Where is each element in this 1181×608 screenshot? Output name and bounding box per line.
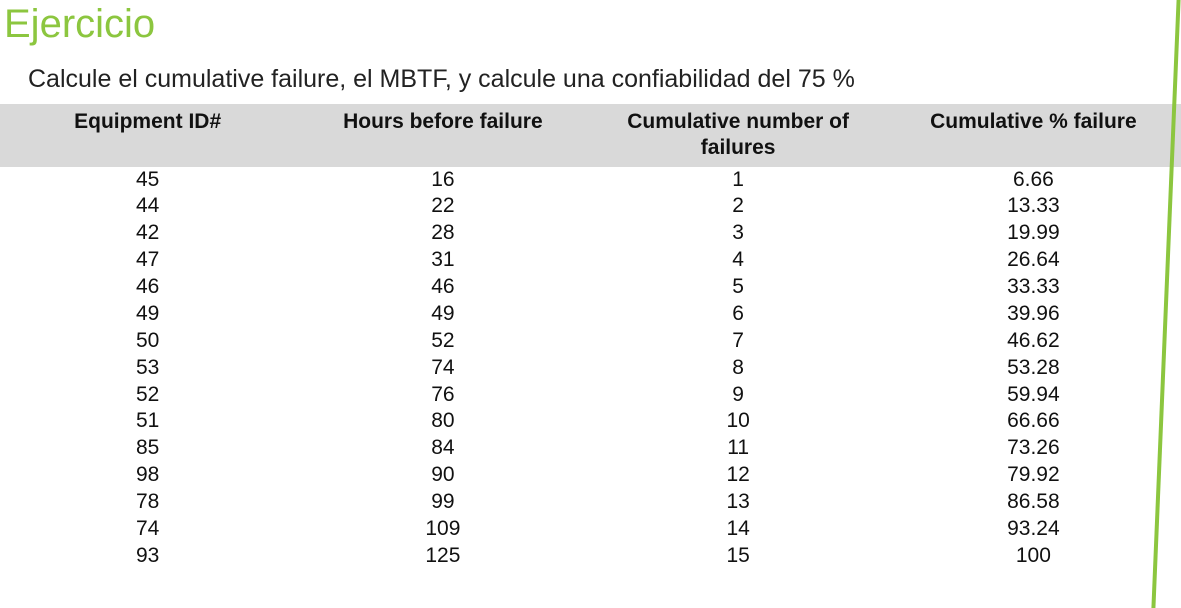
cell-cumulative-number: 10 <box>591 408 886 435</box>
cell-hours-before-failure: 125 <box>295 543 590 570</box>
cell-cumulative-number: 2 <box>591 193 886 220</box>
cell-equipment-id: 98 <box>0 462 295 489</box>
cell-hours-before-failure: 52 <box>295 328 590 355</box>
cell-equipment-id: 44 <box>0 193 295 220</box>
cell-hours-before-failure: 16 <box>295 167 590 194</box>
cell-hours-before-failure: 46 <box>295 274 590 301</box>
table-row: 78991386.58 <box>0 489 1181 516</box>
cell-cumulative-percent: 46.62 <box>886 328 1181 355</box>
cell-hours-before-failure: 109 <box>295 516 590 543</box>
cell-equipment-id: 45 <box>0 167 295 194</box>
cell-cumulative-percent: 26.64 <box>886 247 1181 274</box>
cell-cumulative-percent: 33.33 <box>886 274 1181 301</box>
cell-cumulative-percent: 19.99 <box>886 220 1181 247</box>
cell-equipment-id: 74 <box>0 516 295 543</box>
table-row: 4646533.33 <box>0 274 1181 301</box>
cell-cumulative-percent: 86.58 <box>886 489 1181 516</box>
cell-hours-before-failure: 76 <box>295 382 590 409</box>
cell-cumulative-percent: 13.33 <box>886 193 1181 220</box>
cell-cumulative-number: 8 <box>591 355 886 382</box>
cell-cumulative-number: 5 <box>591 274 886 301</box>
cell-equipment-id: 52 <box>0 382 295 409</box>
cell-equipment-id: 78 <box>0 489 295 516</box>
cell-hours-before-failure: 49 <box>295 301 590 328</box>
cell-cumulative-percent: 73.26 <box>886 435 1181 462</box>
cell-cumulative-number: 3 <box>591 220 886 247</box>
cell-equipment-id: 46 <box>0 274 295 301</box>
table-row: 451616.66 <box>0 167 1181 194</box>
cell-cumulative-percent: 79.92 <box>886 462 1181 489</box>
cell-cumulative-percent: 59.94 <box>886 382 1181 409</box>
cell-cumulative-percent: 93.24 <box>886 516 1181 543</box>
cell-hours-before-failure: 84 <box>295 435 590 462</box>
cell-cumulative-number: 15 <box>591 543 886 570</box>
table-row: 5052746.62 <box>0 328 1181 355</box>
cell-cumulative-number: 4 <box>591 247 886 274</box>
col-header-cumulative-number: Cumulative number of failures <box>591 104 886 167</box>
col-header-hours-before-failure: Hours before failure <box>295 104 590 167</box>
col-header-cumulative-percent: Cumulative % failure <box>886 104 1181 167</box>
cell-equipment-id: 42 <box>0 220 295 247</box>
cell-cumulative-percent: 6.66 <box>886 167 1181 194</box>
col-header-equipment-id: Equipment ID# <box>0 104 295 167</box>
cell-cumulative-number: 12 <box>591 462 886 489</box>
failure-table: Equipment ID# Hours before failure Cumul… <box>0 104 1181 570</box>
table-row: 4228319.99 <box>0 220 1181 247</box>
cell-hours-before-failure: 99 <box>295 489 590 516</box>
table-row: 4731426.64 <box>0 247 1181 274</box>
cell-hours-before-failure: 74 <box>295 355 590 382</box>
cell-equipment-id: 51 <box>0 408 295 435</box>
cell-cumulative-number: 11 <box>591 435 886 462</box>
cell-equipment-id: 93 <box>0 543 295 570</box>
cell-equipment-id: 49 <box>0 301 295 328</box>
table-header-row: Equipment ID# Hours before failure Cumul… <box>0 104 1181 167</box>
cell-cumulative-percent: 66.66 <box>886 408 1181 435</box>
table-row: 5276959.94 <box>0 382 1181 409</box>
failure-table-container: Equipment ID# Hours before failure Cumul… <box>0 104 1181 570</box>
cell-equipment-id: 50 <box>0 328 295 355</box>
table-row: 4422213.33 <box>0 193 1181 220</box>
cell-hours-before-failure: 22 <box>295 193 590 220</box>
cell-cumulative-number: 7 <box>591 328 886 355</box>
table-row: 9312515100 <box>0 543 1181 570</box>
cell-hours-before-failure: 90 <box>295 462 590 489</box>
table-row: 85841173.26 <box>0 435 1181 462</box>
cell-cumulative-percent: 39.96 <box>886 301 1181 328</box>
cell-cumulative-number: 9 <box>591 382 886 409</box>
table-row: 98901279.92 <box>0 462 1181 489</box>
cell-hours-before-failure: 28 <box>295 220 590 247</box>
table-row: 741091493.24 <box>0 516 1181 543</box>
cell-cumulative-number: 13 <box>591 489 886 516</box>
cell-cumulative-percent: 53.28 <box>886 355 1181 382</box>
cell-cumulative-number: 6 <box>591 301 886 328</box>
cell-cumulative-number: 14 <box>591 516 886 543</box>
cell-equipment-id: 85 <box>0 435 295 462</box>
table-row: 51801066.66 <box>0 408 1181 435</box>
slide-subtitle: Calcule el cumulative failure, el MBTF, … <box>0 47 1181 94</box>
cell-hours-before-failure: 31 <box>295 247 590 274</box>
cell-equipment-id: 47 <box>0 247 295 274</box>
slide-title: Ejercicio <box>0 0 1181 47</box>
cell-hours-before-failure: 80 <box>295 408 590 435</box>
table-row: 5374853.28 <box>0 355 1181 382</box>
table-row: 4949639.96 <box>0 301 1181 328</box>
cell-cumulative-number: 1 <box>591 167 886 194</box>
cell-equipment-id: 53 <box>0 355 295 382</box>
cell-cumulative-percent: 100 <box>886 543 1181 570</box>
